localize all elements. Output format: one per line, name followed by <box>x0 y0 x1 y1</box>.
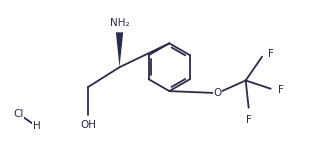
Text: F: F <box>246 115 252 125</box>
Text: OH: OH <box>80 120 96 130</box>
Text: O: O <box>213 88 221 98</box>
Text: F: F <box>268 49 274 59</box>
Text: NH₂: NH₂ <box>110 18 129 28</box>
Text: H: H <box>33 121 41 131</box>
Text: Cl: Cl <box>13 109 24 119</box>
Text: F: F <box>278 85 284 95</box>
Polygon shape <box>116 32 123 67</box>
